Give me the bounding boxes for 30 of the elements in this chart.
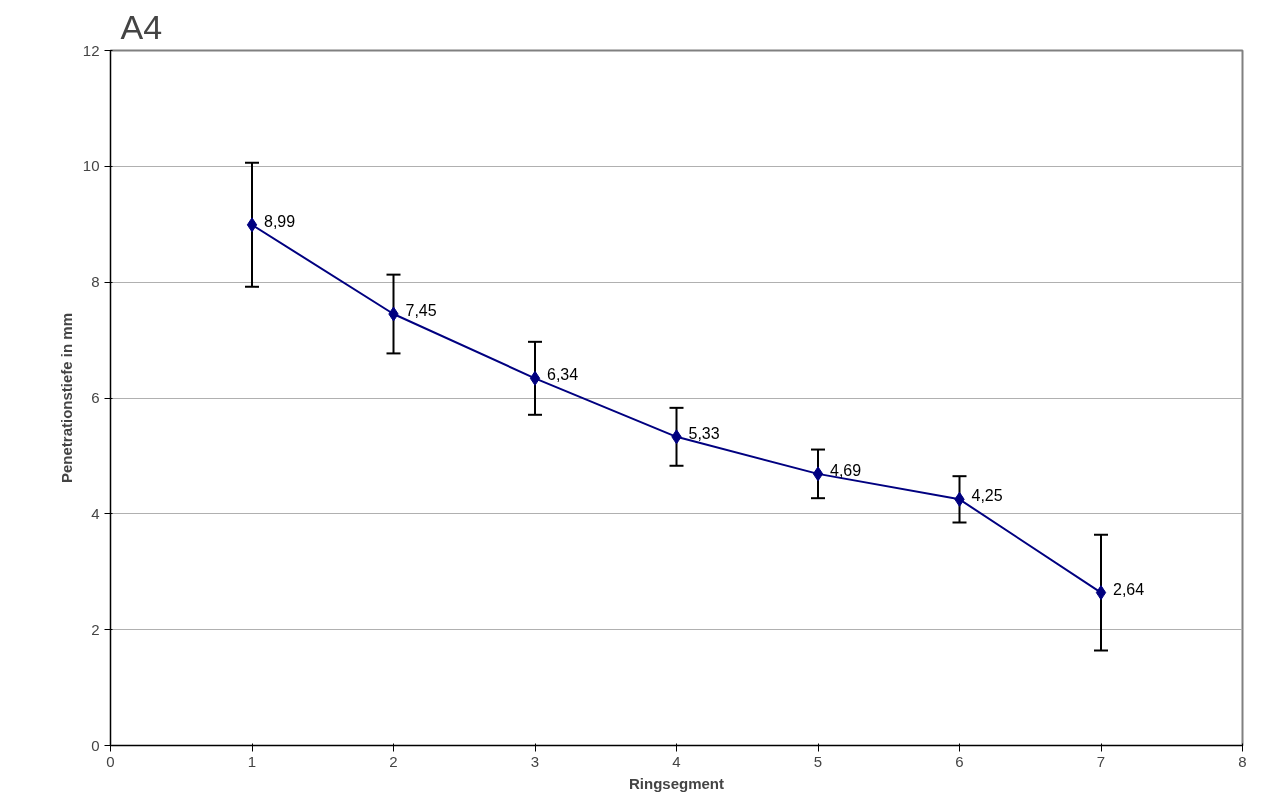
x-tick-label: 4 [672,752,681,770]
y-tick-label: 0 [91,736,100,754]
y-axis-title: Penetrationstiefe in mm [57,312,75,484]
point [529,370,541,386]
y-tick-label: 4 [91,504,100,522]
point [246,217,258,233]
data-label: 4,25 [971,487,1003,505]
data-label: 2,64 [1113,580,1145,598]
point [812,466,824,482]
y-tick-label: 6 [91,389,100,406]
data-label: 5,33 [688,424,720,442]
x-tick-label: 1 [247,752,257,770]
y-tick-label: 10 [82,157,100,175]
data-label: 8,99 [264,212,296,230]
x-tick-label: 5 [813,752,823,770]
chart-title: A4 [120,7,163,46]
x-tick-label: 0 [106,752,115,770]
data-label: 4,69 [830,461,862,479]
x-tick-label: 8 [1238,752,1247,770]
y-tick-label: 12 [82,41,100,59]
x-axis-title: Ringsegment [629,774,725,792]
data-label: 6,34 [547,366,579,384]
x-tick-label: 2 [389,752,398,770]
point [1095,585,1107,601]
data-label: 7,45 [405,302,437,320]
y-tick-label: 2 [91,620,100,638]
x-tick-label: 6 [955,752,964,770]
x-tick-label: 3 [530,752,540,770]
x-tick-label: 7 [1096,752,1106,770]
y-tick-label: 8 [91,273,100,291]
